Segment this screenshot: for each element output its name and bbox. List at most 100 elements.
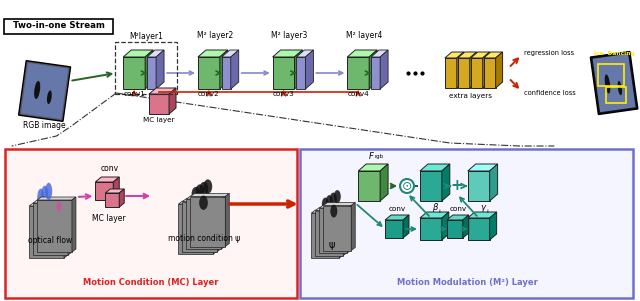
Polygon shape	[149, 94, 169, 114]
Polygon shape	[463, 215, 468, 238]
Polygon shape	[380, 164, 388, 201]
Polygon shape	[68, 200, 72, 255]
Polygon shape	[147, 57, 156, 89]
Polygon shape	[312, 213, 339, 258]
Text: motion condition ψ: motion condition ψ	[168, 234, 240, 243]
Text: conv1: conv1	[124, 91, 145, 97]
Polygon shape	[490, 212, 497, 240]
Ellipse shape	[330, 193, 337, 205]
Polygon shape	[470, 52, 477, 88]
Polygon shape	[220, 50, 228, 89]
Polygon shape	[471, 52, 490, 58]
Ellipse shape	[326, 195, 333, 208]
Text: β: β	[432, 203, 438, 212]
Text: MC layer: MC layer	[143, 117, 175, 123]
Polygon shape	[95, 182, 113, 200]
Text: ⊙: ⊙	[402, 179, 412, 193]
Polygon shape	[213, 201, 218, 254]
Polygon shape	[145, 50, 153, 89]
Polygon shape	[273, 57, 294, 89]
Polygon shape	[119, 189, 124, 207]
Ellipse shape	[37, 189, 44, 206]
Polygon shape	[445, 58, 457, 88]
Ellipse shape	[204, 179, 212, 194]
Polygon shape	[348, 50, 377, 57]
Ellipse shape	[34, 81, 40, 99]
Text: γ: γ	[480, 203, 485, 212]
Polygon shape	[231, 50, 239, 89]
Text: conv: conv	[449, 206, 467, 212]
Polygon shape	[458, 58, 470, 88]
Polygon shape	[124, 57, 145, 89]
Polygon shape	[445, 52, 464, 58]
Polygon shape	[113, 177, 119, 200]
Ellipse shape	[200, 182, 208, 196]
Polygon shape	[33, 200, 72, 203]
Polygon shape	[468, 218, 490, 240]
Polygon shape	[179, 204, 213, 254]
Polygon shape	[403, 215, 409, 238]
Bar	[590, 51, 638, 114]
Polygon shape	[420, 218, 442, 240]
Polygon shape	[483, 52, 490, 88]
Polygon shape	[156, 50, 164, 89]
Ellipse shape	[49, 207, 53, 218]
Polygon shape	[323, 203, 355, 206]
Polygon shape	[351, 203, 355, 250]
Text: +: +	[451, 178, 463, 194]
Polygon shape	[37, 200, 72, 252]
Polygon shape	[64, 203, 68, 258]
Polygon shape	[468, 171, 490, 201]
Polygon shape	[191, 197, 225, 247]
Polygon shape	[380, 50, 388, 89]
Polygon shape	[484, 58, 495, 88]
Polygon shape	[484, 52, 502, 58]
Polygon shape	[316, 207, 348, 210]
Polygon shape	[218, 198, 221, 252]
Ellipse shape	[41, 186, 48, 203]
Polygon shape	[343, 207, 348, 256]
Ellipse shape	[47, 90, 52, 104]
FancyBboxPatch shape	[5, 148, 297, 297]
Text: Ice  Dancing: Ice Dancing	[594, 51, 634, 57]
Polygon shape	[149, 88, 176, 94]
Polygon shape	[95, 177, 119, 182]
Polygon shape	[420, 212, 449, 218]
Ellipse shape	[323, 210, 330, 222]
Polygon shape	[385, 220, 403, 238]
Ellipse shape	[330, 205, 337, 218]
Polygon shape	[186, 199, 221, 249]
Polygon shape	[186, 196, 225, 199]
Text: Motion Condition (MC) Layer: Motion Condition (MC) Layer	[83, 278, 219, 287]
Text: M²layer1: M²layer1	[129, 32, 163, 41]
Polygon shape	[37, 197, 76, 200]
Polygon shape	[442, 164, 450, 201]
Polygon shape	[471, 58, 483, 88]
Text: conv4: conv4	[348, 91, 369, 97]
Polygon shape	[72, 197, 76, 252]
Bar	[19, 61, 70, 121]
Polygon shape	[316, 210, 343, 256]
Polygon shape	[348, 205, 351, 253]
Polygon shape	[305, 50, 314, 89]
Polygon shape	[457, 52, 464, 88]
Ellipse shape	[199, 196, 208, 210]
Polygon shape	[339, 210, 343, 258]
Polygon shape	[348, 57, 369, 89]
Polygon shape	[371, 57, 380, 89]
Polygon shape	[420, 164, 450, 171]
Ellipse shape	[52, 204, 58, 215]
Ellipse shape	[195, 198, 204, 213]
Polygon shape	[221, 196, 225, 249]
Polygon shape	[182, 201, 218, 252]
Text: conv: conv	[388, 206, 406, 212]
Polygon shape	[225, 194, 229, 247]
Ellipse shape	[56, 201, 61, 212]
Polygon shape	[385, 215, 409, 220]
Polygon shape	[29, 203, 68, 206]
Ellipse shape	[618, 81, 622, 95]
Polygon shape	[447, 220, 463, 238]
Ellipse shape	[605, 74, 611, 94]
Polygon shape	[369, 50, 377, 89]
Ellipse shape	[326, 207, 333, 220]
